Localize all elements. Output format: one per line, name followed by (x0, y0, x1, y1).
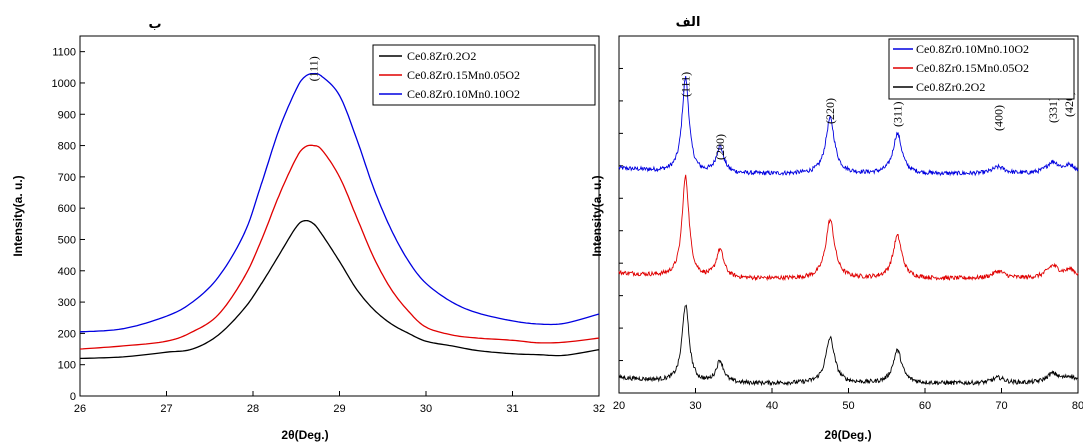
right-legend: Ce0.8Zr0.10Mn0.10O2 Ce0.8Zr0.15Mn0.05O2 Ce… (888, 38, 1075, 100)
right-legend-entry: Ce0.8Zr0.2O2 (916, 80, 985, 94)
left-series-line-0 (80, 219, 600, 360)
left-series-line-1 (79, 144, 600, 350)
left-legend-box (372, 44, 596, 106)
left-x-tick-label: 26 (74, 403, 86, 415)
left-y-tick-label: 1000 (52, 78, 76, 90)
left-y-tick-label: 700 (58, 172, 76, 184)
right-x-axis-label: 2θ(Deg.) (824, 428, 871, 442)
left-panel-label: ب (148, 17, 161, 32)
right-series-lines (618, 76, 1079, 387)
left-y-tick-label: 200 (58, 328, 76, 340)
right-series-line-2 (618, 304, 1079, 387)
left-y-tick-label: 800 (58, 141, 76, 153)
left-legend-entry: Ce0.8Zr0.2O2 (407, 49, 476, 63)
right-y-ticks (619, 67, 623, 362)
left-legend: Ce0.8Zr0.2O2 Ce0.8Zr0.15Mn0.05O2 Ce0.8Zr0.… (372, 44, 596, 106)
left-y-tick-label: 400 (58, 266, 76, 278)
left-y-tick-label: 100 (58, 360, 76, 372)
right-series-line-0 (618, 76, 1079, 177)
left-y-tick-label: 900 (58, 109, 76, 121)
right-legend-box (888, 38, 1075, 100)
right-peak-label: (111) (679, 72, 693, 97)
left-x-tick-label: 31 (506, 403, 518, 415)
left-peak-label: (111) (307, 56, 321, 81)
left-y-ticks: 0 100 200 300 400 500 600 700 800 900 1000 1100 (52, 47, 85, 403)
left-y-tick-label: 0 (70, 391, 76, 403)
right-legend-entry: Ce0.8Zr0.10Mn0.10O2 (916, 42, 1029, 56)
left-y-tick-label: 1100 (52, 47, 76, 59)
right-peak-label: (400) (991, 105, 1005, 131)
right-x-tick-label: 70 (995, 400, 1007, 412)
left-x-axis-label: 2θ(Deg.) (281, 428, 328, 442)
left-x-tick-label: 27 (160, 403, 172, 415)
left-annotations: (111) (307, 56, 321, 81)
right-x-tick-label: 80 (1072, 400, 1083, 412)
right-x-ticks: 20 30 40 50 60 70 80 (613, 388, 1083, 412)
left-y-axis-label: Intensity(a. u.) (11, 175, 25, 256)
left-x-tick-label: 28 (247, 403, 259, 415)
right-panel-label: الف (676, 15, 701, 30)
left-x-tick-label: 30 (420, 403, 432, 415)
right-x-tick-label: 50 (842, 400, 854, 412)
right-peak-label: (331) (1046, 97, 1060, 123)
left-series-lines (79, 72, 600, 360)
right-series-line-1 (618, 174, 1079, 282)
right-legend-entry: Ce0.8Zr0.15Mn0.05O2 (916, 61, 1029, 75)
right-x-tick-label: 30 (689, 400, 701, 412)
right-peak-label: (220) (823, 98, 837, 124)
right-x-tick-label: 20 (613, 400, 625, 412)
left-legend-entry: Ce0.8Zr0.10Mn0.10O2 (407, 87, 520, 101)
left-chart-panel: ب 0 100 200 300 400 500 600 700 800 900 1000 1100 2… (11, 17, 605, 442)
right-chart-panel: الف 20 30 40 50 60 70 80 (111) (200) (220) (311) (… (590, 15, 1083, 442)
left-x-ticks: 26 27 28 29 30 31 32 (74, 391, 605, 415)
left-y-tick-label: 600 (58, 203, 76, 215)
left-y-tick-label: 500 (58, 234, 76, 246)
right-peak-label: (311) (890, 101, 904, 127)
right-peak-annotations: (111)(200)(220) (311) (400) (331) (420) (679, 72, 1076, 160)
right-y-axis-label: Intensity(a. u.) (590, 175, 604, 256)
right-peak-label: (200) (713, 134, 727, 160)
left-y-tick-label: 300 (58, 297, 76, 309)
right-x-tick-label: 60 (919, 400, 931, 412)
right-x-tick-label: 40 (766, 400, 778, 412)
left-series-line-2 (79, 72, 600, 333)
left-legend-entry: Ce0.8Zr0.15Mn0.05O2 (407, 68, 520, 82)
left-x-tick-label: 32 (593, 403, 605, 415)
left-x-tick-label: 29 (333, 403, 345, 415)
